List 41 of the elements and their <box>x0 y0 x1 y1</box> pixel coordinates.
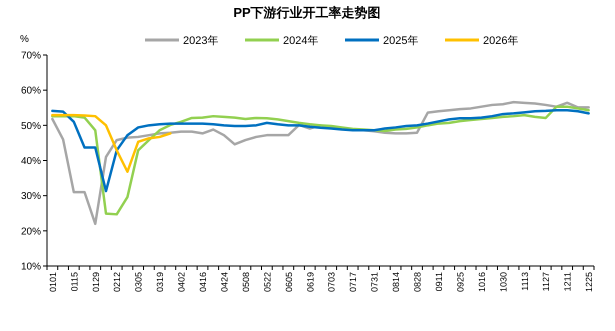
legend-label: 2023年 <box>183 35 218 47</box>
legend-label: 2025年 <box>383 35 418 47</box>
x-tick-label: 0212 <box>112 272 122 292</box>
x-tick-label: 1211 <box>562 272 573 292</box>
legend-label: 2026年 <box>483 35 518 47</box>
x-tick-label: 0717 <box>348 272 358 292</box>
y-tick-label: 30% <box>20 191 42 202</box>
x-tick-label: 0508 <box>240 272 251 292</box>
x-tick-label: 0605 <box>284 272 294 292</box>
x-tick-label: 1030 <box>498 272 508 292</box>
y-tick-label: 10% <box>20 262 42 272</box>
chart-title: PP下游行业开工率走势图 <box>233 5 381 20</box>
x-tick-label: 0319 <box>155 272 166 292</box>
line-series <box>51 114 172 173</box>
y-tick-label: 60% <box>20 86 42 97</box>
y-tick-label: 40% <box>20 156 42 167</box>
x-tick-label: 1225 <box>584 272 594 292</box>
x-tick-label: 0814 <box>391 272 402 292</box>
x-tick-label: 0828 <box>412 272 423 292</box>
x-tick-label: 0703 <box>326 272 337 292</box>
x-tick-label: 0305 <box>134 272 144 292</box>
y-tick-label: 20% <box>20 226 42 238</box>
x-tick-label: 1016 <box>476 272 487 292</box>
x-tick-label: 0925 <box>455 272 466 292</box>
x-tick-label: 0424 <box>219 272 230 292</box>
y-tick-label: 50% <box>20 120 42 132</box>
legend-label: 2024年 <box>283 35 318 47</box>
x-tick-label: 0402 <box>176 272 187 292</box>
x-tick-label: 1127 <box>541 272 552 292</box>
x-tick-label: 0911 <box>434 272 444 292</box>
y-axis-title: % <box>20 34 29 45</box>
x-tick-label: 0416 <box>198 272 208 292</box>
x-tick-label: 0129 <box>90 272 101 292</box>
x-tick-label: 0619 <box>305 272 316 292</box>
x-tick-label: 0101 <box>48 272 58 292</box>
y-tick-label: 70% <box>20 50 42 62</box>
line-series <box>51 108 590 192</box>
x-tick-label: 0731 <box>370 272 380 292</box>
x-tick-label: 1113 <box>520 272 530 291</box>
x-tick-label: 0522 <box>262 272 272 292</box>
x-tick-label: 0115 <box>69 272 80 292</box>
